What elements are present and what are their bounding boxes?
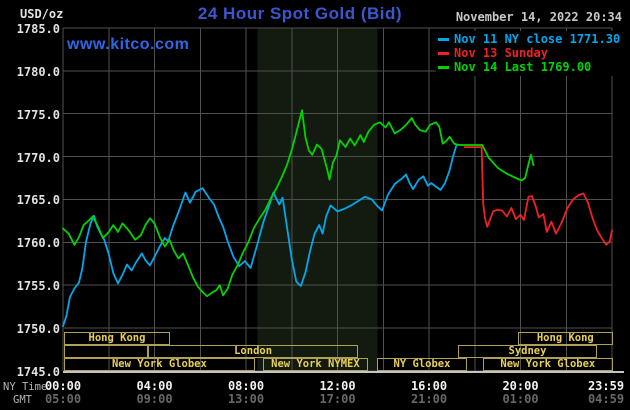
x-tick-ny: 00:00 — [44, 379, 82, 393]
session-box-unlabeled — [63, 344, 149, 358]
x-tick-ny: 20:00 — [502, 379, 539, 393]
x-tick-gmt: 01:00 — [502, 392, 539, 406]
session-box-ny-globex: NY Globex — [377, 357, 467, 371]
legend-label-nov11: Nov 11 NY close 1771.30 — [454, 32, 621, 46]
legend-label-nov13: Nov 13 Sunday — [454, 46, 548, 60]
ny-time-caption: NY Time — [3, 381, 48, 393]
legend-item-nov11: Nov 11 NY close 1771.30 — [438, 32, 620, 46]
legend: Nov 11 NY close 1771.30 Nov 13 Sunday No… — [436, 31, 624, 76]
x-tick-ny: 23:59 — [587, 379, 625, 393]
y-tick-label: 1785.0 — [16, 22, 60, 36]
session-label: Sydney — [508, 344, 547, 357]
x-tick-ny: 08:00 — [227, 379, 265, 393]
session-box-hong-kong: Hong Kong — [63, 331, 171, 345]
datetime-label: November 14, 2022 20:34 — [455, 10, 622, 24]
x-ticks-ny-row: 00:00 04:00 08:00 12:00 16:00 20:00 23:59 — [0, 379, 630, 393]
x-tick-gmt: 05:00 — [44, 392, 82, 406]
x-tick-gmt: 09:00 — [136, 392, 173, 406]
y-tick-label: 1765.0 — [16, 193, 60, 208]
price-line-nov14 — [62, 109, 535, 298]
legend-dash-icon — [438, 37, 449, 41]
session-box-sydney: Sydney — [458, 344, 597, 358]
session-box-london: London — [148, 344, 359, 358]
chart-title: 24 Hour Spot Gold (Bid) — [197, 4, 403, 23]
x-tick-ny: 04:00 — [136, 379, 173, 393]
session-box-new-york-globex: New York Globex — [63, 357, 255, 371]
session-label: NY Globex — [393, 357, 451, 370]
y-tick-label: 1750.0 — [16, 321, 60, 336]
session-label: Hong Kong — [88, 331, 146, 344]
x-tick-ny: 12:00 — [319, 379, 356, 393]
gmt-caption: GMT — [13, 394, 32, 406]
x-tick-gmt: 13:00 — [227, 392, 265, 406]
legend-dash-icon — [438, 65, 449, 69]
y-tick-label: 1745.0 — [16, 364, 60, 379]
legend-item-nov13: Nov 13 Sunday — [438, 46, 620, 60]
price-line-nov11 — [62, 144, 458, 328]
x-ticks-gmt-row: 05:00 09:00 13:00 17:00 21:00 01:00 04:59 — [0, 392, 630, 406]
session-label: Hong Kong — [536, 331, 594, 344]
kitco-watermark-link[interactable]: www.kitco.com — [67, 36, 190, 53]
x-tick-gmt: 17:00 — [319, 392, 356, 406]
legend-label-nov14: Nov 14 Last 1769.00 — [454, 60, 592, 74]
session-label: London — [234, 344, 273, 357]
session-label: New York NYMEX — [271, 357, 360, 370]
y-tick-label: 1775.0 — [16, 107, 60, 122]
y-tick-label: 1760.0 — [16, 236, 60, 251]
session-label: New York Globex — [500, 357, 596, 370]
legend-item-nov14: Nov 14 Last 1769.00 — [438, 60, 620, 74]
x-tick-gmt: 21:00 — [410, 392, 448, 406]
legend-dash-icon — [438, 51, 449, 55]
y-axis-units-label: USD/oz — [20, 7, 64, 21]
session-box-new-york-globex: New York Globex — [482, 357, 613, 371]
session-box-hong-kong: Hong Kong — [517, 331, 613, 345]
price-line-nov13 — [463, 146, 613, 246]
y-tick-label: 1780.0 — [16, 64, 60, 79]
session-box-new-york-nymex: New York NYMEX — [262, 357, 368, 371]
y-tick-label: 1770.0 — [16, 150, 60, 165]
y-tick-label: 1755.0 — [16, 279, 60, 294]
x-tick-ny: 16:00 — [410, 379, 448, 393]
x-tick-gmt: 04:59 — [587, 392, 625, 406]
session-label: New York Globex — [111, 357, 207, 370]
